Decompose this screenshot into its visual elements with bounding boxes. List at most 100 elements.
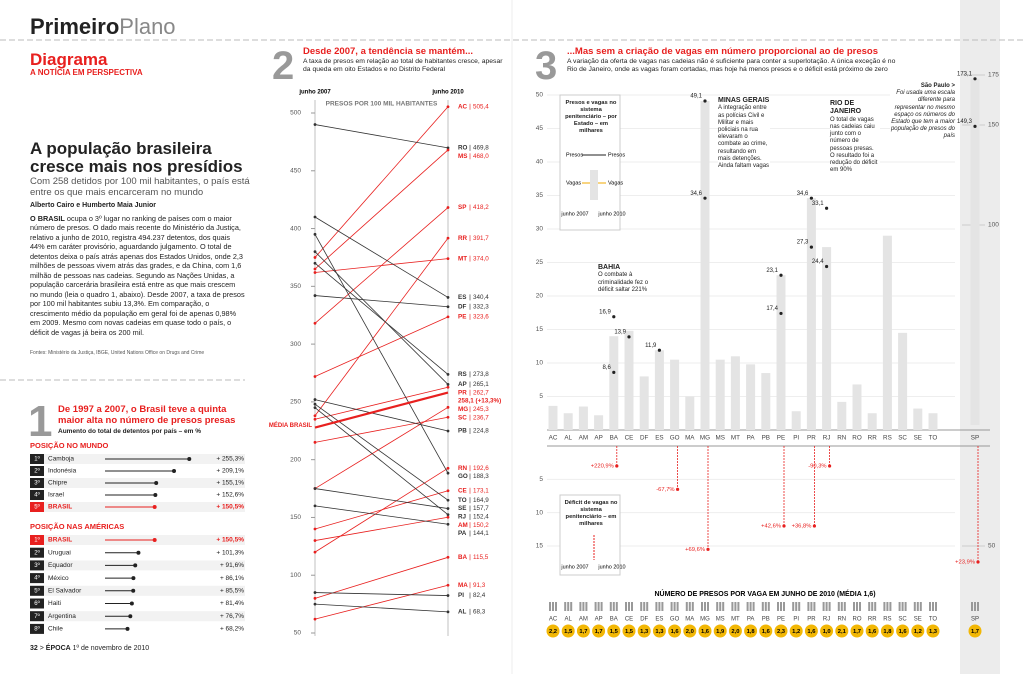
per-vaga-label: 1,3 — [929, 629, 938, 635]
x-label: junho 2007 — [298, 90, 331, 96]
section-title: De 1997 a 2007, o Brasil teve a quinta m… — [58, 404, 236, 427]
bar-dot — [129, 601, 134, 606]
prisoner-icon — [731, 602, 734, 611]
value-label: + 152,6% — [216, 492, 244, 499]
per-vaga-circle — [592, 624, 606, 638]
state-label: SP — [458, 204, 466, 211]
lead: O BRASIL — [30, 214, 65, 223]
annotation-label: 149,3 — [957, 119, 973, 125]
rank: 4º — [34, 575, 40, 582]
x-tick-label: BA — [610, 435, 619, 442]
annotation-dot — [973, 77, 977, 81]
state-label: SE — [458, 505, 466, 512]
dot-2007 — [313, 250, 317, 254]
dot-2007 — [313, 271, 317, 274]
prisoner-icon — [552, 602, 554, 611]
per-vaga-circle — [968, 624, 982, 638]
per-vaga-circle — [622, 624, 636, 638]
per-vaga-label: 1,7 — [853, 629, 861, 635]
y-tick-label: 10 — [536, 360, 544, 367]
slope-line — [314, 258, 449, 273]
prisoner-icon — [615, 602, 618, 611]
authors: Alberto Cairo e Humberto Maia Junior — [30, 202, 157, 209]
slope-line — [314, 603, 449, 613]
prisoner-icon — [704, 602, 706, 611]
value-label: 418,2 — [473, 204, 489, 211]
dot-2007 — [313, 406, 317, 410]
prisoner-icon — [974, 602, 976, 611]
annotation-dot — [825, 264, 829, 269]
prisoner-icon — [767, 602, 770, 611]
bar — [852, 384, 862, 430]
prisoner-icon — [901, 602, 904, 611]
prisoner-icon — [691, 602, 694, 611]
rank-box — [30, 560, 44, 571]
prisoner-icon — [932, 602, 934, 611]
per-vaga-circle — [744, 624, 758, 638]
rank: 5º — [34, 587, 40, 594]
slope-line — [314, 295, 449, 308]
state-label: PA — [458, 530, 467, 537]
dot-2010 — [446, 146, 450, 150]
state-label: GO — [458, 473, 468, 480]
prisoner-icon — [761, 602, 764, 611]
prisoner-icon — [555, 602, 557, 611]
prisoner-icon — [579, 602, 582, 611]
value-label: 173,1 — [473, 487, 489, 494]
country: Israel — [48, 492, 64, 499]
per-vaga-circle — [911, 624, 925, 638]
slope-line — [314, 584, 449, 620]
annotation-label: 13,9 — [614, 329, 626, 335]
y2-tick-label: 100 — [988, 222, 999, 229]
value-label: + 76,7% — [220, 613, 244, 620]
x-tick-label: CE — [625, 435, 634, 442]
country: El Salvador — [48, 588, 82, 595]
value-label: 505,4 — [473, 103, 489, 110]
bar — [578, 406, 588, 430]
state-label: AL — [458, 609, 467, 616]
per-vaga-circle — [668, 624, 682, 638]
prisoner-icon — [868, 602, 871, 611]
dot-2007 — [313, 215, 317, 219]
country: Chipre — [48, 480, 68, 487]
state-label: PA — [747, 617, 755, 623]
value-label: 245,3 — [473, 406, 489, 413]
bar — [776, 275, 786, 430]
annotation-dot — [657, 348, 662, 352]
x-tick-label: MS — [715, 435, 724, 442]
state-label: ES — [458, 294, 466, 301]
bar — [970, 78, 980, 426]
annotation-label: 16,9 — [599, 309, 611, 315]
annotation-dot — [779, 273, 783, 277]
value-label: 164,9 — [473, 497, 489, 504]
section-title: ...Mas sem a criação de vagas em número … — [567, 46, 878, 57]
brand-light: Plano — [119, 14, 176, 39]
value-label: + 150,5% — [216, 537, 244, 544]
page-number: 32 — [30, 645, 38, 652]
prisoner-icon — [549, 602, 551, 611]
dot-2010 — [446, 257, 450, 260]
deficit-label: +36,8% — [792, 524, 812, 530]
legend-box — [559, 94, 621, 231]
slope-line — [314, 403, 449, 501]
state-label: BA — [458, 554, 468, 561]
state-label: RS — [883, 617, 891, 623]
rank: 1º — [34, 456, 40, 463]
state-label: SP — [971, 617, 979, 623]
value-label: 150,2 — [473, 522, 489, 529]
per-vaga-label: 1,6 — [701, 629, 710, 635]
section-number: 2 — [272, 44, 295, 88]
prisoner-icon — [828, 602, 831, 611]
prisoner-icon — [716, 602, 719, 611]
prisoner-icon — [643, 602, 646, 611]
rank-box — [30, 535, 44, 545]
x-tick-label: SE — [914, 435, 922, 442]
y-tick-label: 5 — [539, 393, 543, 400]
prisoner-icon — [792, 602, 795, 611]
x-tick-label: MA — [685, 435, 695, 442]
annotation-label: 17,4 — [766, 306, 778, 312]
section-number: 3 — [535, 44, 558, 88]
per-vaga-circle — [850, 624, 864, 638]
per-vaga-circle — [774, 624, 788, 638]
brand: PrimeiroPlano — [30, 14, 176, 40]
